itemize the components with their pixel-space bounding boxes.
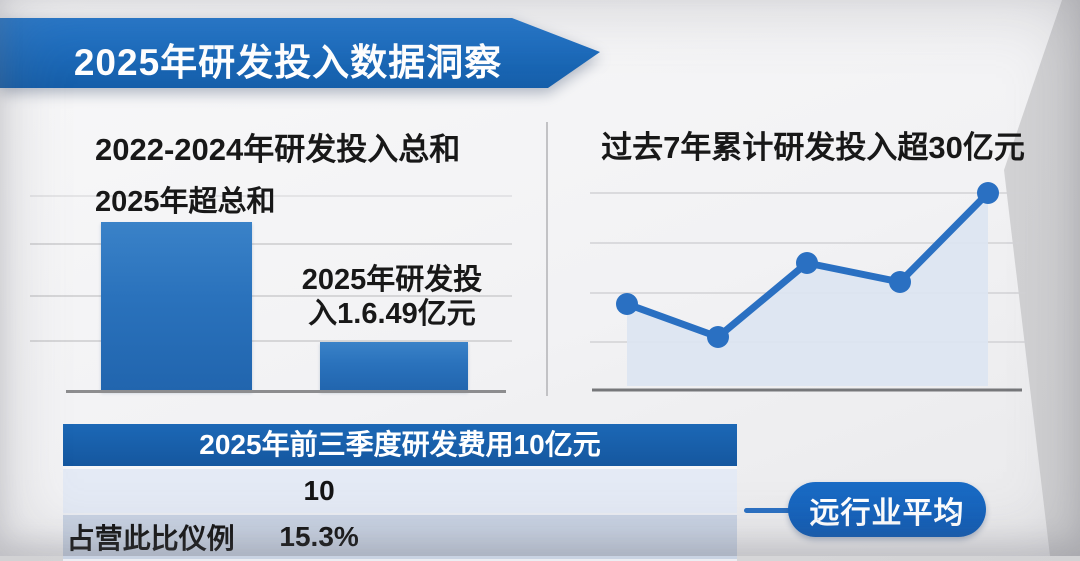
row2-label: 占营此比仪例 bbox=[66, 523, 235, 554]
left-gridline-4 bbox=[30, 340, 512, 342]
bar1-label: 2025年超总和 bbox=[95, 186, 276, 218]
line-chart bbox=[590, 182, 1026, 392]
page-title: 2025年研发投入数据洞察 bbox=[73, 42, 503, 83]
bar2-label: 2025年研发投 入1.6.49亿元 bbox=[294, 264, 490, 331]
badge-connector-line bbox=[744, 508, 794, 513]
left-gridline-2 bbox=[30, 243, 512, 245]
banner-arrow-shape bbox=[0, 18, 600, 88]
left-gridline-1 bbox=[30, 195, 512, 197]
table-row: 10 bbox=[63, 469, 737, 515]
rd-expense-table: 2025年前三季度研发费用10亿元 10 占营此比仪例 15.3% bbox=[63, 424, 737, 561]
table-header: 2025年前三季度研发费用10亿元 bbox=[63, 424, 737, 469]
bar-2022-2024-sum bbox=[101, 222, 252, 391]
left-chart-axis bbox=[66, 390, 506, 393]
row1-value: 10 bbox=[303, 475, 335, 506]
left-gridline-3 bbox=[30, 295, 512, 297]
title-banner bbox=[0, 14, 620, 98]
row2-value: 15.3% bbox=[279, 521, 359, 552]
right-chart-heading: 过去7年累计研发投入超30亿元 bbox=[601, 130, 1025, 165]
bar-2025-investment bbox=[320, 342, 468, 391]
industry-average-badge: 远行业平均 bbox=[788, 482, 986, 537]
left-chart-heading: 2022-2024年研发投入总和 bbox=[95, 132, 461, 167]
bar2-label-line1: 2025年研发投 bbox=[301, 264, 483, 296]
table-row: 占营此比仪例 15.3% bbox=[63, 515, 737, 561]
vertical-divider bbox=[546, 122, 548, 396]
bar2-label-line2: 入1.6.49亿元 bbox=[308, 297, 476, 330]
